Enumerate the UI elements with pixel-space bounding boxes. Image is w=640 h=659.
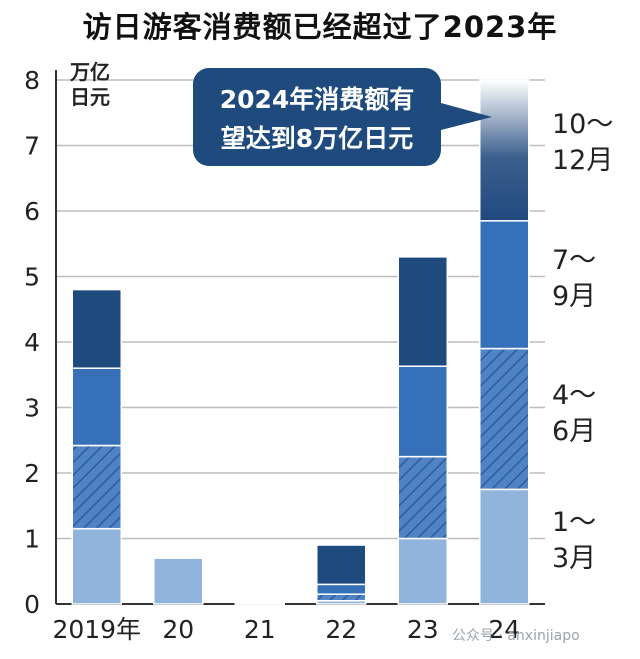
bars	[71, 79, 530, 605]
callout-pointer	[441, 103, 492, 130]
y-tick-label: 4	[24, 328, 40, 357]
bar-segment-1～3月	[397, 537, 448, 605]
bar-segment-10～12月	[316, 544, 367, 586]
seg-label-q1-line2: 3月	[552, 543, 596, 574]
y-tick-label: 2	[24, 459, 40, 488]
bar-segment-7～9月	[397, 365, 448, 458]
unit-label-line2: 日元	[70, 85, 110, 109]
seg-label-q3-line1: 7～	[552, 245, 596, 276]
bar-segment-4～6月	[397, 455, 448, 540]
y-tick-label: 5	[24, 263, 40, 292]
seg-label-q2-line2: 6月	[552, 416, 596, 447]
seg-label-q2-line1: 4～	[552, 380, 596, 411]
bar-segment-4～6月	[71, 444, 122, 530]
bar-segment-7～9月	[479, 220, 530, 350]
x-tick-label: 23	[407, 615, 439, 644]
watermark: 公众号 · anxinjiapo	[452, 628, 580, 644]
bar-segment-4～6月	[316, 593, 367, 602]
bar-segment-7～9月	[316, 583, 367, 595]
bar-segment-10～12月	[397, 256, 448, 367]
y-tick-label: 7	[24, 132, 40, 161]
seg-label-q3-line2: 9月	[552, 281, 596, 312]
y-tick-label: 1	[24, 525, 40, 554]
callout-box	[193, 68, 441, 166]
bar-segment-1～3月	[479, 488, 530, 605]
x-axis: 2019年 20 21 22 23 24	[52, 615, 520, 644]
bar-segment-1～3月	[234, 601, 285, 605]
y-tick-label: 6	[24, 197, 40, 226]
gridlines	[56, 79, 545, 540]
chart-title: 访日游客消费额已经超过了2023年	[82, 10, 558, 44]
unit-label-line1: 万亿	[69, 60, 110, 84]
bar-segment-4～6月	[479, 347, 530, 491]
y-axis: 0 1 2 3 4 5 6 7 8	[24, 66, 545, 619]
x-tick-label: 20	[162, 615, 194, 644]
x-tick-label: 22	[325, 615, 357, 644]
callout-line2: 望达到8万亿日元	[221, 124, 413, 153]
seg-label-q1-line1: 1～	[552, 507, 596, 538]
y-tick-label: 0	[24, 590, 40, 619]
callout: 2024年消费额有 望达到8万亿日元	[193, 68, 492, 166]
seg-label-q4-line1: 10～	[552, 109, 613, 140]
bar-segment-1～3月	[71, 527, 122, 605]
x-tick-label: 2019年	[52, 615, 141, 644]
bar-segment-1～3月	[153, 557, 204, 605]
bar-segment-7～9月	[71, 367, 122, 447]
callout-line1: 2024年消费额有	[220, 85, 415, 114]
x-tick-label: 24	[488, 615, 520, 644]
y-tick-label: 3	[24, 394, 40, 423]
segment-labels: 10～ 12月 7～ 9月 4～ 6月 1～ 3月	[552, 109, 613, 574]
seg-label-q4-line2: 12月	[552, 145, 613, 176]
x-tick-label: 21	[244, 615, 276, 644]
y-tick-label: 8	[24, 66, 40, 95]
bar-segment-10～12月	[71, 288, 122, 369]
bar-segment-10～12月	[479, 79, 530, 222]
